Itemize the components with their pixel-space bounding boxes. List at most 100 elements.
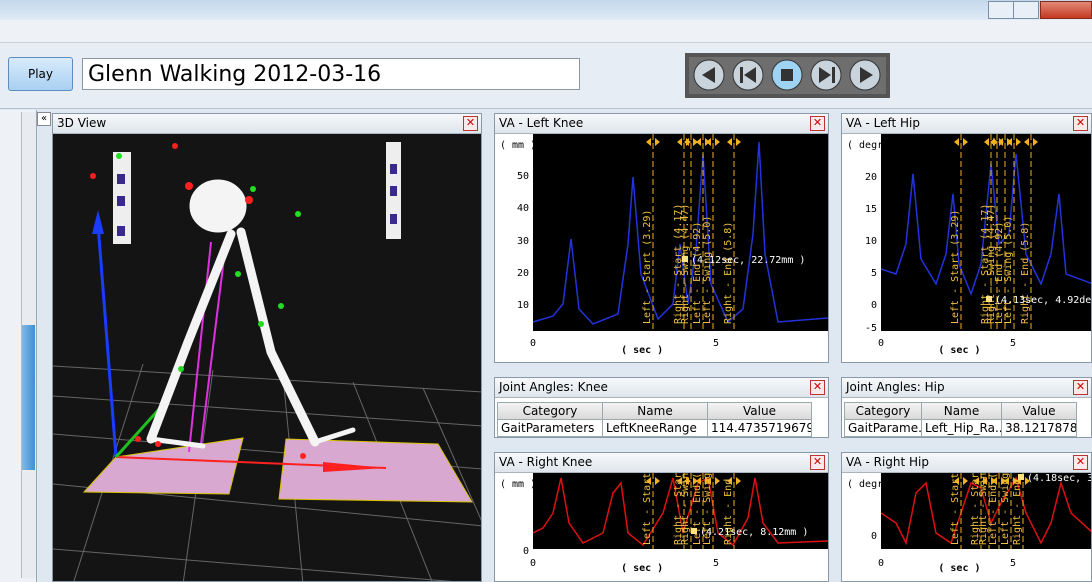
x-tick-label: 5 (713, 338, 719, 349)
scene (53, 134, 481, 581)
unit-label: ( degrees ) (847, 140, 913, 151)
y-tick-label: 0 (871, 531, 877, 542)
grid: Category Name Value GaitParame... Left_Hip_R… (844, 402, 1077, 437)
event-handle (706, 477, 720, 485)
cell: GaitParameters (497, 419, 603, 437)
event-label: Right - End (5.8) (723, 222, 734, 324)
event-label: Right - End (5.8 (723, 473, 734, 545)
cell: Left_Hip_Ra... (921, 419, 1002, 437)
scrollbar-thumb[interactable] (22, 325, 35, 470)
panel-title: Joint Angles: Hip (846, 380, 945, 394)
event-label: Left - Start (3 (642, 473, 653, 545)
panel-title: VA - Left Hip (846, 116, 920, 130)
collapse-button[interactable]: « (37, 112, 51, 126)
event-label: Right - Swing (4.47) (680, 204, 691, 324)
event-label: Right - Start (4.17) (970, 473, 981, 545)
close-panel[interactable]: ✕ (810, 116, 825, 131)
cell: LeftKneeRange (602, 419, 708, 437)
plot-panel: VA - Right Knee ✕ ( mm ) 0 0 5 ( sec ) Left - S… (494, 452, 829, 582)
event-label: Right - Start (4.17) (980, 204, 991, 324)
event-handle (696, 138, 710, 146)
event-label: Right - Start (4 (673, 473, 684, 545)
cell: GaitParame... (844, 419, 922, 437)
signal-curve (533, 141, 828, 325)
column-header: Category (844, 402, 922, 420)
close-panel[interactable]: ✕ (1073, 380, 1088, 395)
panel-title: Joint Angles: Knee (499, 380, 608, 394)
panel-title: VA - Left Knee (499, 116, 584, 130)
y-tick-label: 0 (523, 546, 529, 557)
header-row: Category Name Value (497, 402, 812, 420)
event-handle (992, 477, 1006, 485)
plot: ( mm ) 00 5 ( sec ) Left - Start (3 Right - S… (500, 473, 828, 574)
close-panel[interactable]: ✕ (1073, 116, 1088, 131)
y-tick-label: 5 (871, 268, 877, 279)
plot-clip: Left - Start (3.29) Right - Start (4.17)R… (533, 134, 828, 331)
cursor-label: (4.12sec, 22.72mm ) (691, 255, 805, 266)
event-label: Left - End (4.9 (692, 473, 703, 545)
y-tick-label: 20 (865, 172, 877, 183)
close-button[interactable] (1040, 1, 1092, 19)
plot-area (533, 473, 828, 549)
close-panel[interactable]: ✕ (810, 455, 825, 470)
event-handle (1024, 138, 1038, 146)
panel-header: Joint Angles: Knee ✕ (495, 378, 828, 398)
event-handle (982, 477, 996, 485)
table-panel: Joint Angles: Knee ✕ Category Name Value Gait… (494, 377, 829, 438)
media-controls (685, 53, 890, 98)
header-row: Category Name Value (844, 402, 1077, 420)
play-button[interactable]: Play (8, 57, 73, 91)
column-header: Name (921, 402, 1002, 420)
plot-panel: VA - Right Hip ✕ ( degrees ) 0 0 5 ( sec ) Left… (841, 452, 1092, 582)
x-tick-label: 0 (878, 558, 884, 569)
y-tick-label: 10 (517, 300, 529, 311)
column-header: Value (707, 402, 812, 420)
column-header: Name (602, 402, 708, 420)
plot-panel: VA - Left Hip ✕( degrees ) 20 15 10 5 0 -5 0 5( s… (841, 113, 1092, 363)
plot-panel: VA - Left Knee ✕ ( mm ) 10 20 30 40 50 0 5 ( sec )… (494, 113, 829, 363)
cursor-point (986, 296, 992, 302)
unit-label: ( mm ) (500, 140, 536, 151)
event-handle (684, 138, 698, 146)
panel-header: VA - Right Knee ✕ (495, 453, 828, 473)
column-header: Category (497, 402, 603, 420)
cursor-label: (4.21sec, 8.12mm ) (700, 527, 808, 538)
y-tick-label: 15 (865, 204, 877, 215)
event-handle (684, 477, 698, 485)
event-label: Left - Swing (5.0) (1003, 216, 1014, 324)
event-handle (646, 477, 660, 485)
plot-clip: Left - Start (3.29) Right - Start (4.17)R… (881, 134, 1091, 331)
x-tick-label: 0 (878, 338, 884, 349)
plot-clip: Left - Start (3.29) Right - Start (4.17)R… (881, 473, 1091, 549)
y-tick-label: -5 (865, 323, 877, 334)
plot: ( mm ) 10 20 30 40 50 0 5 ( sec ) Left - Start (3… (500, 134, 828, 356)
event-handle (1007, 138, 1021, 146)
x-tick-label: 5 (1010, 558, 1016, 569)
event-handle (646, 138, 660, 146)
view3d-panel: 3D View ✕ (52, 113, 482, 582)
x-axis-label: ( sec ) (621, 563, 663, 574)
y-tick-label: 0 (871, 300, 877, 311)
restore-button[interactable] (1013, 1, 1039, 19)
event-handle (998, 138, 1012, 146)
panel-header: Joint Angles: Hip ✕ (842, 378, 1091, 398)
minimize-button[interactable] (988, 1, 1014, 19)
panel-title: VA - Right Hip (846, 455, 929, 469)
y-tick-label: 10 (865, 236, 877, 247)
close-panel[interactable]: ✕ (463, 116, 478, 131)
plot-area (881, 473, 1091, 549)
document-title[interactable]: Glenn Walking 2012-03-16 (82, 58, 580, 90)
event-handle (727, 477, 741, 485)
panel-header: VA - Left Hip ✕ (842, 114, 1091, 134)
x-tick-label: 5 (1010, 338, 1016, 349)
cursor-point (682, 256, 688, 262)
cell: 38.12178787... (1001, 419, 1077, 437)
close-panel[interactable]: ✕ (810, 380, 825, 395)
event-handle (696, 477, 710, 485)
close-panel[interactable]: ✕ (1073, 455, 1088, 470)
y-tick-label: 50 (517, 171, 529, 182)
panel-header: 3D View ✕ (53, 114, 481, 134)
